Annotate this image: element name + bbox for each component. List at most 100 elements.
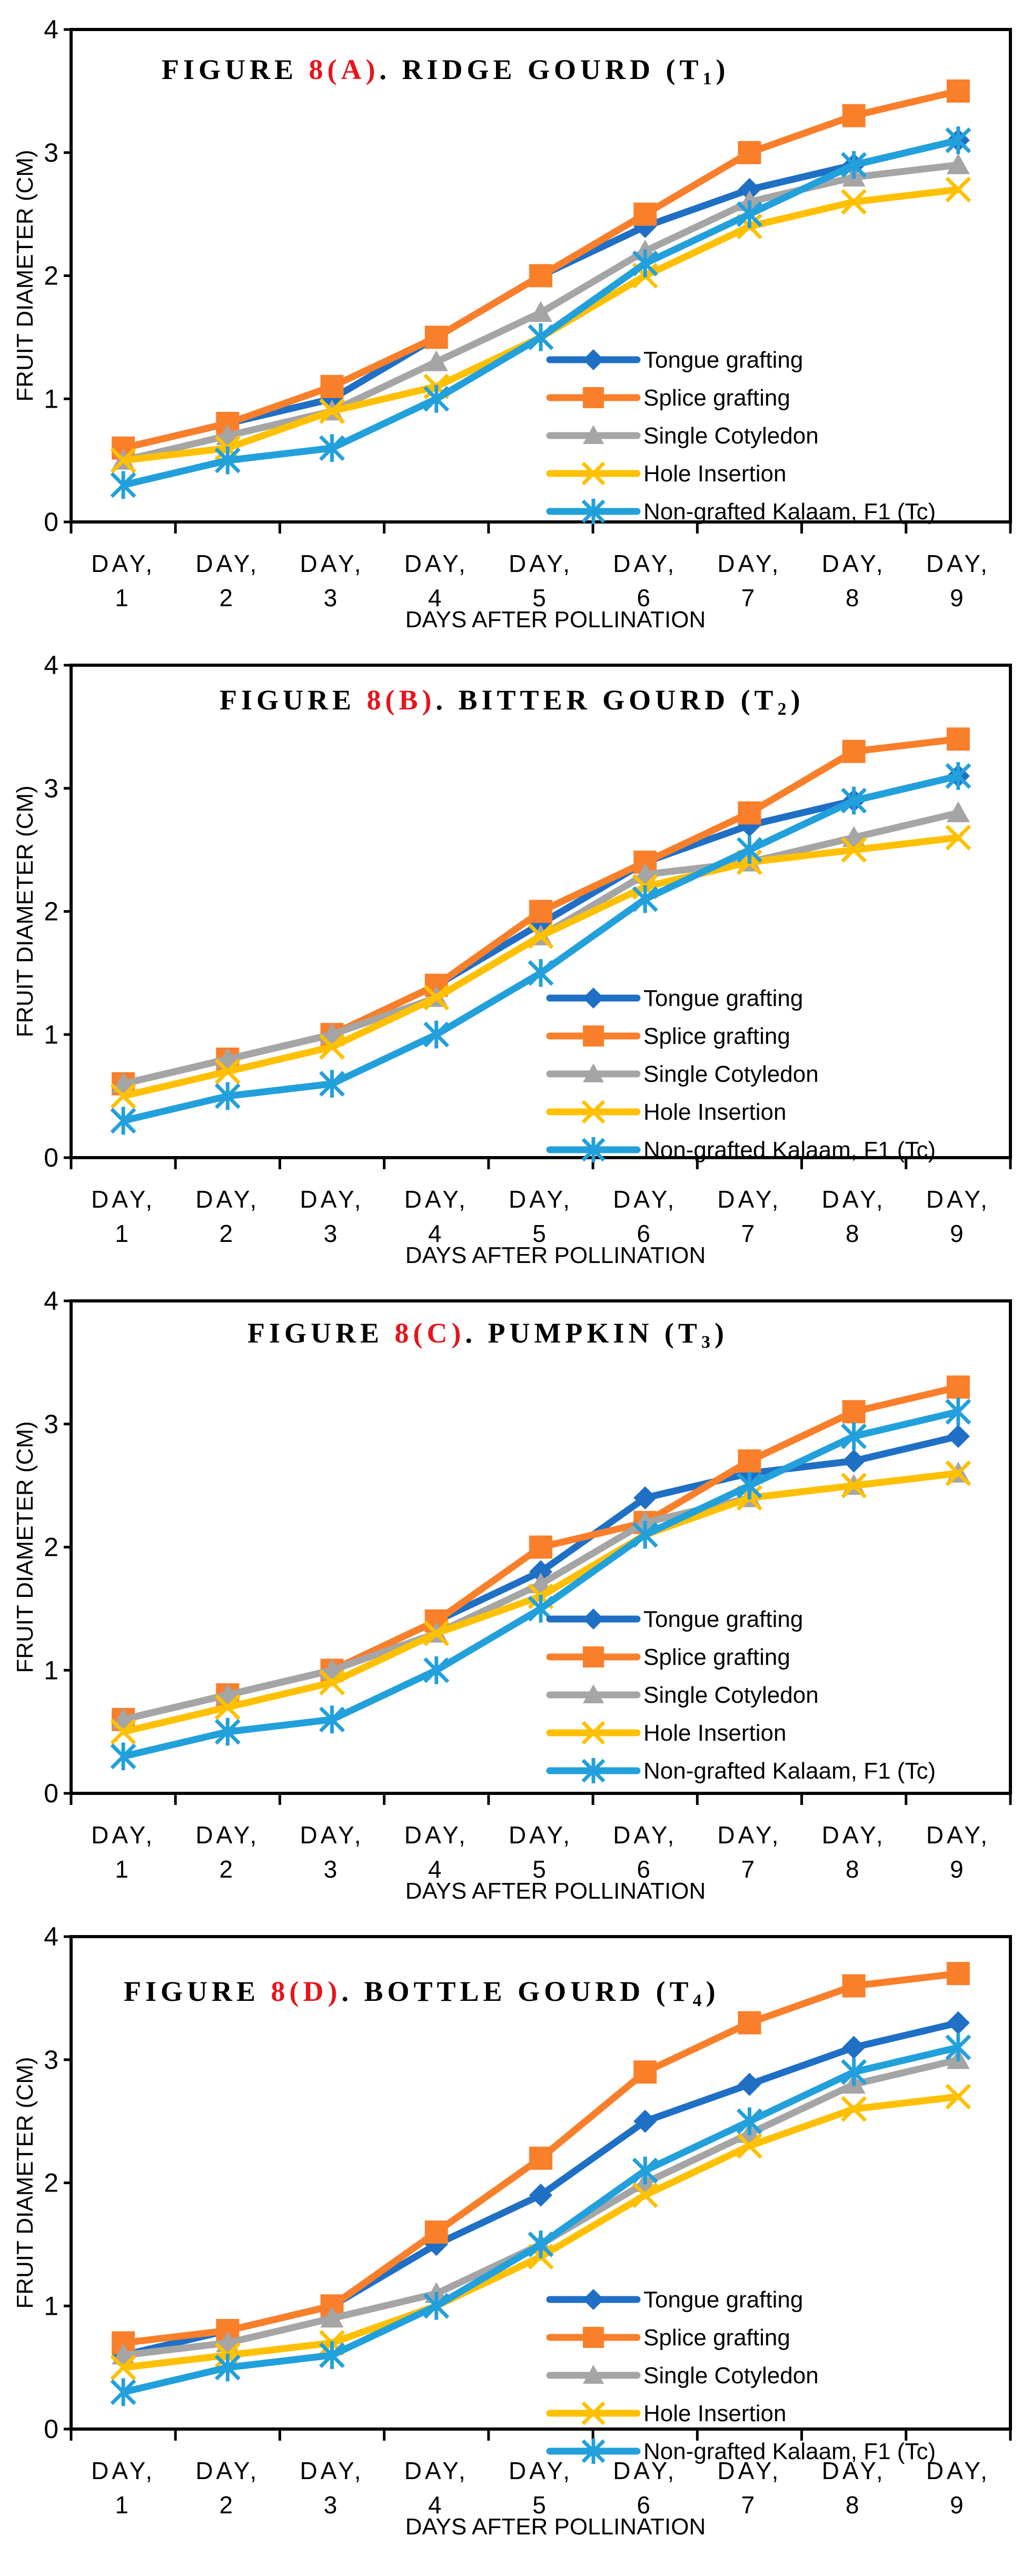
data-point-non <box>319 1070 345 1098</box>
legend-item-tongue: Tongue grafting <box>546 1606 803 1632</box>
data-point-hole <box>841 837 867 863</box>
chart-panel: 0 1 2 3 4 DAY, 1 DAY, 2 DAY, 3 DAY, 4 DAY, 5 DAY, 6 DAY, 7… <box>12 650 1012 1268</box>
x-tick-label: 4 <box>428 584 445 611</box>
x-tick-label: DAY, <box>926 2457 990 2484</box>
title-subscript: 3 <box>701 1333 715 1352</box>
data-point-non <box>632 1521 658 1549</box>
x-tick-label: DAY, <box>195 2457 260 2484</box>
title-crop: . PUMPKIN (T <box>465 1317 701 1349</box>
legend-label: Single Cotyledon <box>643 423 819 449</box>
data-point-non <box>214 1718 241 1746</box>
data-point-single <box>946 153 970 174</box>
x-tick-label: 5 <box>532 1220 549 1247</box>
x-tick-label: 5 <box>532 1855 549 1883</box>
y-tick-label: 1 <box>44 2291 58 2321</box>
x-tick-label: 5 <box>532 2491 549 2519</box>
legend-marker-asterisk-icon <box>581 499 606 524</box>
data-point-non <box>319 1705 345 1734</box>
x-tick-label: DAY, <box>509 1186 573 1213</box>
x-tick-label: DAY, <box>404 1186 469 1213</box>
series-single <box>112 801 970 1093</box>
data-point-tongue <box>633 1486 657 1509</box>
data-point-non <box>110 1107 136 1135</box>
data-point-tongue <box>946 1425 970 1448</box>
x-tick-label: 8 <box>846 1220 862 1247</box>
x-tick-label: 1 <box>115 2491 132 2519</box>
legend-item-splice: Splice grafting <box>546 2325 790 2351</box>
series-line-single <box>123 2056 959 2359</box>
data-point-non <box>528 323 554 351</box>
legend-item-tongue: Tongue grafting <box>546 985 803 1011</box>
x-tick-label: 2 <box>220 1220 236 1247</box>
x-tick-label: 8 <box>846 584 862 611</box>
legend-item-hole: Hole Insertion <box>546 1099 786 1125</box>
x-tick-label: 7 <box>741 584 758 611</box>
y-tick-label: 0 <box>44 1779 58 1808</box>
x-tick-label: DAY, <box>91 550 155 577</box>
data-point-non <box>945 762 971 790</box>
data-point-hole <box>110 447 136 473</box>
title-crop: . BOTTLE GOURD (T <box>341 1976 692 2007</box>
x-tick-label: 9 <box>950 1855 967 1883</box>
legend-marker-x-icon <box>581 1100 606 1124</box>
data-point-hole <box>319 398 345 425</box>
x-tick-label: 5 <box>532 584 549 611</box>
data-point-hole <box>528 923 554 949</box>
x-axis-label: DAYS AFTER POLLINATION <box>405 1878 706 1904</box>
data-point-hole <box>319 1670 345 1696</box>
data-point-non <box>110 1742 136 1771</box>
x-tick-label: 7 <box>741 1220 758 1247</box>
legend-label: Splice grafting <box>643 1644 790 1670</box>
data-point-splice <box>842 739 866 763</box>
data-point-hole <box>110 1083 136 1109</box>
data-point-splice <box>842 1400 866 1424</box>
y-tick-label: 2 <box>44 897 58 926</box>
chart-title: FIGURE 8(D). BOTTLE GOURD (T4) <box>124 1976 720 2010</box>
data-point-non <box>214 446 241 475</box>
y-tick-label: 4 <box>44 1286 58 1316</box>
x-tick-label: DAY, <box>509 550 573 577</box>
legend-label: Hole Insertion <box>643 461 786 487</box>
legend: Tongue grafting Splice grafting Single Cot… <box>546 1606 936 1784</box>
legend-label: Non-grafted Kalaam, F1 (Tc) <box>643 1137 936 1163</box>
y-tick-label: 0 <box>44 2414 58 2444</box>
legend-item-splice: Splice grafting <box>546 1644 790 1670</box>
data-point-single <box>424 350 448 371</box>
chart-title: FIGURE 8(B). BITTER GOURD (T2) <box>220 684 805 719</box>
legend-item-tongue: Tongue grafting <box>546 2287 803 2313</box>
series-splice <box>112 79 970 460</box>
x-tick-label: 4 <box>428 2491 445 2519</box>
legend: Tongue grafting Splice grafting Single Cot… <box>546 2287 936 2464</box>
data-point-tongue <box>738 177 761 201</box>
data-point-splice <box>633 202 657 226</box>
y-tick-label: 3 <box>44 138 58 167</box>
x-tick-label: 7 <box>741 2491 758 2519</box>
legend-label: Single Cotyledon <box>643 1061 819 1087</box>
x-tick-label: DAY, <box>404 1821 469 1849</box>
data-point-hole <box>632 2182 658 2208</box>
data-point-hole <box>423 984 450 1011</box>
title-end: ) <box>791 684 805 716</box>
series-non <box>110 126 971 499</box>
data-point-non <box>528 959 554 987</box>
data-point-splice <box>946 1375 970 1399</box>
x-tick-label: 3 <box>324 1855 341 1883</box>
legend-marker-x-icon <box>581 1721 606 1745</box>
legend-item-hole: Hole Insertion <box>546 2401 786 2426</box>
data-point-splice <box>424 325 448 349</box>
series-hole <box>110 824 971 1109</box>
legend: Tongue grafting Splice grafting Single Cot… <box>546 347 936 525</box>
y-tick-label: 4 <box>44 15 58 44</box>
legend-label: Hole Insertion <box>643 1720 786 1746</box>
data-point-non <box>632 885 658 913</box>
data-point-non <box>945 1397 971 1426</box>
title-crop: . RIDGE GOURD (T <box>379 54 702 85</box>
x-tick-label: DAY, <box>717 2457 781 2484</box>
legend-label: Tongue grafting <box>643 1606 803 1632</box>
data-point-non <box>945 2033 971 2061</box>
legend-marker-x-icon <box>581 461 606 486</box>
legend-marker-triangle-icon <box>583 1684 604 1703</box>
data-point-single <box>529 301 552 322</box>
x-tick-label: 9 <box>950 584 967 611</box>
legend-marker-triangle-icon <box>583 425 604 444</box>
